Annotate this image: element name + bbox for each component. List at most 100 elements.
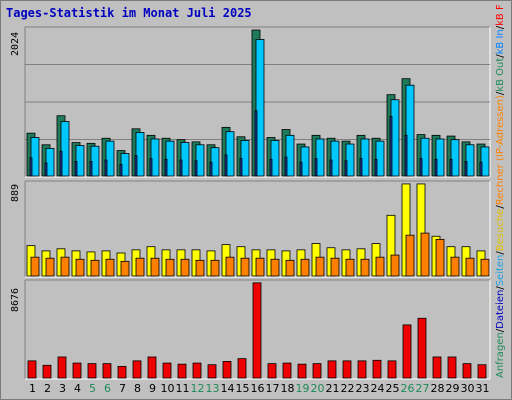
day-label: 4 [74,382,81,395]
bar-rechner [300,258,310,277]
day-label: 26 [401,382,415,395]
day-label: 14 [221,382,235,395]
day-label: 11 [176,382,190,395]
bar-kbytes [282,362,292,379]
bar-kbytes [297,363,307,379]
bar-dateien [30,137,40,177]
bar-dateien [165,140,175,177]
bar-kbytes [42,364,52,379]
bar-seiten [434,158,438,177]
bar-dateien [150,138,160,177]
bar-seiten [179,159,183,177]
bar-rechner [405,234,415,277]
bar-rechner [105,258,115,277]
bar-dateien [450,139,460,177]
bar-kbytes [267,363,277,379]
bar-rechner [285,259,295,277]
bar-kbytes [222,361,232,379]
bar-rechner [45,257,55,277]
legend-entry: / [495,286,506,290]
bar-dateien [285,134,295,177]
bar-seiten [164,158,168,177]
bar-rechner [195,259,205,277]
bars-visits-sites [26,183,490,277]
bar-kbytes [57,356,67,379]
bar-seiten [44,162,48,177]
legend-entry: Anfragen [495,332,506,378]
bar-rechner [315,256,325,277]
bar-seiten [119,163,123,177]
day-label: 29 [446,382,460,395]
bar-seiten [419,158,423,177]
bar-dateien [135,132,145,177]
day-label: 16 [251,382,265,395]
day-label: 22 [341,382,355,395]
bar-rechner [30,256,40,277]
day-label: 24 [371,382,385,395]
bar-kbytes [87,363,97,379]
legend-entry: Rechner (IP-Adressen) [495,95,506,205]
day-label: 6 [104,382,111,395]
legend-entry: Besuche [495,209,506,252]
bar-seiten [254,110,258,177]
day-label: 31 [476,382,490,395]
bar-dateien [435,138,445,177]
bar-kbytes [462,363,472,379]
legend-entry: / [495,25,506,29]
day-label: 5 [89,382,96,395]
bar-seiten [239,158,243,177]
bars-hits-files-pages [26,29,490,177]
chart-title: Tages-Statistik im Monat Juli 2025 [6,6,252,20]
top-max-label: 2024 [10,32,21,56]
legend-entry: / [495,205,506,209]
series-legend: Anfragen/Dateien/Seiten/Besuche/Rechner … [495,4,506,378]
bar-seiten [104,159,108,177]
bar-seiten [134,155,138,177]
day-label: 10 [161,382,175,395]
bar-rechner [150,257,160,277]
bar-seiten [209,161,213,177]
bars-kbytes [27,282,487,379]
bar-kbytes [387,360,397,379]
bar-kbytes [117,365,127,379]
bar-kbytes [162,362,172,379]
bar-rechner [210,259,220,277]
bar-dateien [315,138,325,177]
bar-seiten [359,158,363,177]
day-label: 20 [311,382,325,395]
bar-kbytes [417,317,427,379]
day-label: 27 [416,382,430,395]
bar-dateien [225,131,235,177]
bar-seiten [269,158,273,177]
bar-seiten [314,158,318,177]
day-label: 25 [386,382,400,395]
bar-seiten [479,161,483,177]
bar-kbytes [402,324,412,379]
legend-entry: Seiten [495,255,506,287]
bar-seiten [29,157,33,177]
bar-seiten [194,160,198,177]
legend-entry: kB In [495,29,506,54]
bar-seiten [464,161,468,177]
bar-rechner [60,256,70,277]
bar-dateien [75,145,85,177]
day-label: 21 [326,382,340,395]
bar-seiten [89,161,93,177]
bar-rechner [480,258,490,277]
bar-rechner [270,258,280,277]
bar-dateien [60,121,70,177]
legend-entry: / [495,328,506,332]
bar-dateien [480,146,490,177]
bar-rechner [165,258,175,277]
bar-seiten [344,160,348,177]
bar-rechner [465,257,475,277]
bar-kbytes [147,356,157,379]
bar-kbytes [357,360,367,379]
bar-kbytes [72,362,82,379]
bar-dateien [420,137,430,177]
bar-rechner [375,256,385,277]
day-label: 19 [296,382,310,395]
bar-dateien [465,144,475,177]
bar-dateien [375,140,385,177]
